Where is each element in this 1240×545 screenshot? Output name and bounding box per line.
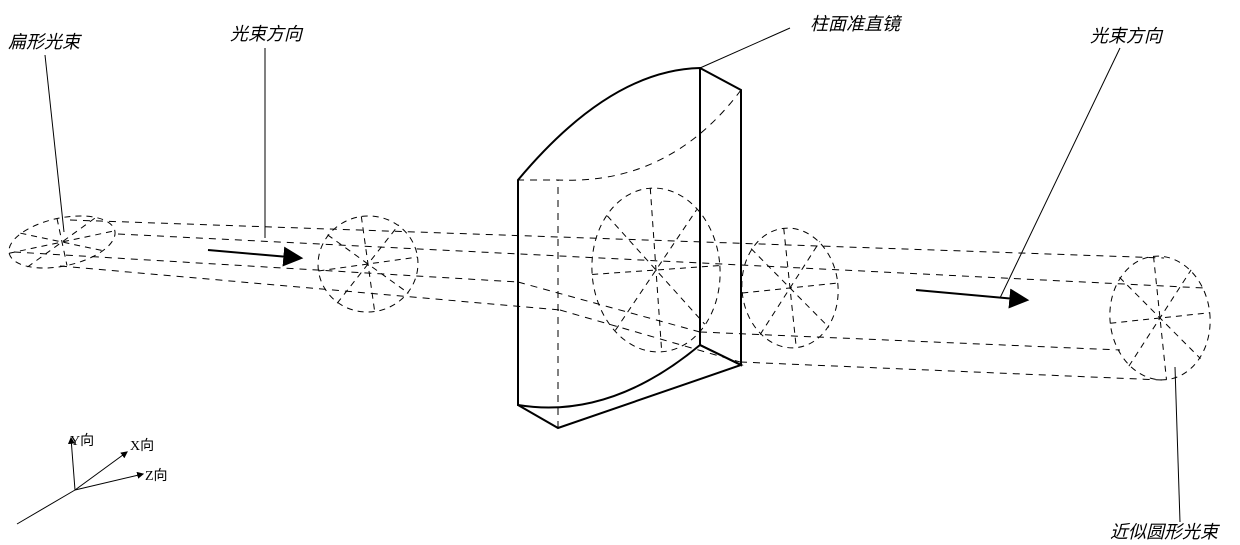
label-dir-left: 光束方向 [230,24,304,44]
beam-edge [740,362,1162,380]
beam-cross-section [1104,251,1216,385]
beam-edge [118,234,1204,288]
label-circ-beam: 近似圆形光束 [1110,522,1220,542]
beam-edge [700,332,1120,350]
coordinate-axes [17,438,143,524]
lens-back-edge [700,68,741,365]
beam-edge [518,282,700,332]
beam-direction-arrow [208,250,300,258]
leader-line [1175,367,1180,522]
label-dir-right: 光束方向 [1090,26,1164,46]
leader-line [700,28,790,68]
lens-hidden-edge [518,90,741,180]
beam-edge [14,252,518,282]
beam-in-lens [586,184,725,357]
label-lens: 柱面准直镜 [810,14,903,34]
lens-front-face [518,68,700,408]
leader-line [45,55,64,232]
label-flat-beam: 扁形光束 [8,32,82,52]
leader-line [1000,48,1120,298]
beam-cross-section [312,210,424,319]
label-axis-y: Y向 [70,433,94,449]
beam-cross-section [736,223,844,352]
lens-bottom-edge [518,345,741,428]
label-axis-x: X向 [130,438,154,454]
beam-edge [60,266,560,310]
label-axis-z: Z向 [145,468,168,484]
beam-direction-arrow [916,290,1026,300]
